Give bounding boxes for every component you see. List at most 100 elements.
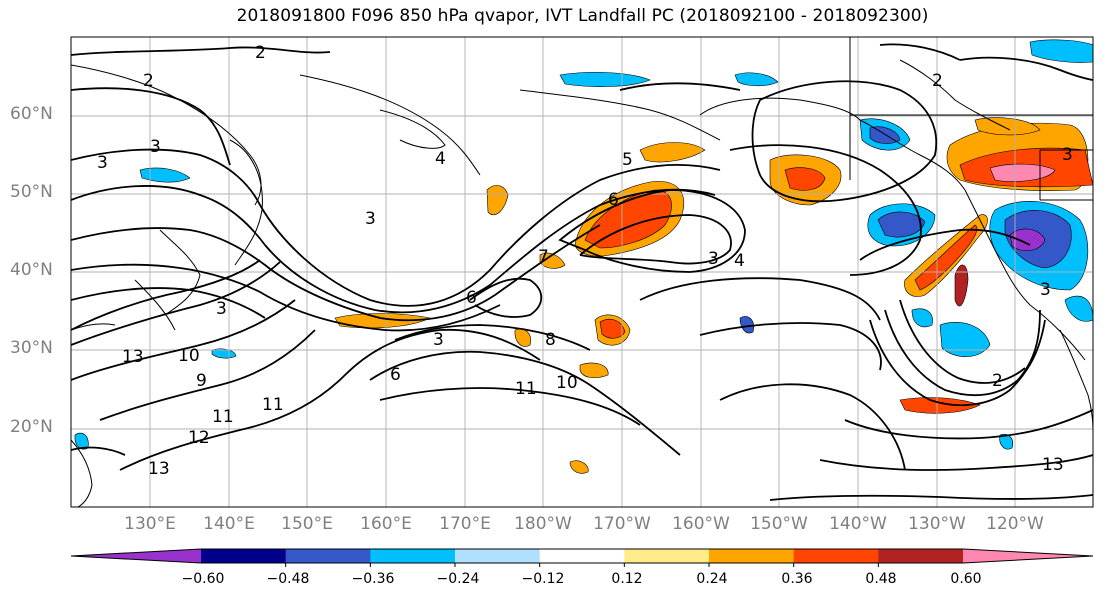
contour-label: 3 — [216, 299, 227, 319]
lon-label: 170°E — [439, 514, 491, 534]
positive-anomaly-patch — [569, 460, 589, 474]
negative-anomaly-patch — [877, 211, 926, 238]
colorbar-extend-low — [71, 549, 201, 563]
colorbar-tick-label: 0.12 — [611, 571, 643, 587]
contour-label: 3 — [433, 330, 444, 350]
lon-label: 170°W — [593, 514, 651, 534]
contour-label: 4 — [734, 251, 745, 271]
positive-anomaly-patch — [784, 167, 826, 191]
contour-label: 10 — [556, 373, 578, 393]
lon-label: 130°W — [908, 514, 966, 534]
negative-anomaly-patch — [1029, 39, 1093, 63]
contour-label: 8 — [545, 330, 556, 350]
contour-label: 6 — [608, 190, 619, 210]
lon-label: 150°W — [750, 514, 808, 534]
negative-anomaly-patch — [939, 322, 991, 357]
negative-anomaly-patch — [211, 348, 237, 359]
colorbar-segment — [878, 549, 964, 563]
colorbar-tick-label: 0.48 — [865, 571, 897, 587]
contour-label: 3 — [1062, 145, 1073, 165]
contour-label: 6 — [466, 288, 477, 308]
lon-label: 120°W — [986, 514, 1044, 534]
contour-label: 2 — [992, 371, 1003, 391]
lon-label: 180°W — [514, 514, 572, 534]
contour-label: 13 — [122, 347, 144, 367]
colorbar-segment — [624, 549, 710, 563]
lat-label: 40°N — [10, 260, 53, 280]
contour-label: 11 — [515, 379, 537, 399]
positive-anomaly-patch — [639, 142, 706, 163]
contour-label: 4 — [435, 149, 446, 169]
lon-label: 140°W — [829, 514, 887, 534]
colorbar-segments — [70, 548, 1094, 567]
contour-label: 2 — [932, 71, 943, 91]
colorbar-tick-label: 0.36 — [781, 571, 813, 587]
positive-anomaly-patch — [584, 189, 672, 249]
map-frame — [70, 36, 1094, 508]
contour-label: 11 — [212, 407, 234, 427]
colorbar-tick-label: 0.24 — [696, 571, 728, 587]
negative-anomaly-patch — [1009, 228, 1046, 252]
contour-label: 9 — [196, 371, 207, 391]
positive-anomaly-patch — [989, 163, 1056, 182]
positive-anomaly-patch — [486, 185, 509, 216]
positive-anomaly-patch — [579, 362, 609, 379]
lat-label: 60°N — [10, 104, 53, 124]
colorbar-extend-high — [963, 549, 1093, 563]
colorbar-segment — [201, 549, 287, 563]
negative-anomaly-patch — [1064, 295, 1093, 322]
contour-label: 13 — [148, 459, 170, 479]
colorbar-segment — [285, 549, 371, 563]
contour-label: 5 — [622, 150, 633, 170]
colorbar-tick-label: 0.60 — [950, 571, 982, 587]
contour-label: 2 — [143, 71, 154, 91]
negative-anomaly-patch — [911, 308, 933, 328]
ivt-contours — [71, 43, 1093, 501]
negative-anomaly-patch — [734, 72, 779, 87]
colorbar-tick-label: −0.12 — [521, 571, 565, 587]
lon-label: 160°E — [360, 514, 412, 534]
colorbar-segment — [455, 549, 541, 563]
colorbar-segment — [709, 549, 795, 563]
lat-label: 50°N — [10, 182, 53, 202]
contour-label: 2 — [255, 43, 266, 63]
contour-label: 3 — [97, 153, 108, 173]
lon-label: 160°W — [672, 514, 730, 534]
contour-label: 3 — [1040, 280, 1051, 300]
positive-anomaly-patch — [539, 252, 566, 269]
colorbar-outline — [70, 548, 1094, 564]
positive-anomaly-patch — [974, 117, 1041, 136]
positive-anomaly-patch — [599, 319, 626, 339]
contour-label: 10 — [178, 346, 200, 366]
contour-label: 12 — [188, 428, 210, 448]
map-title: 2018091800 F096 850 hPa qvapor, IVT Land… — [236, 6, 929, 26]
contour-label: 13 — [1042, 455, 1064, 475]
colorbar-tick-label: −0.36 — [351, 571, 395, 587]
contour-label: 11 — [262, 395, 284, 415]
colorbar-segment — [370, 549, 456, 563]
lon-label: 150°E — [281, 514, 333, 534]
lat-label: 20°N — [10, 417, 53, 437]
contour-label: 3 — [150, 137, 161, 157]
negative-anomaly-patch — [559, 71, 651, 87]
contour-labels: 2 2 2 3 3 3 3 3 3 3 3 4 4 5 6 6 6 7 8 9 … — [97, 43, 1073, 479]
positive-anomaly-patch — [954, 264, 969, 307]
contour-label: 6 — [390, 365, 401, 385]
positive-anomaly-patch — [914, 224, 978, 291]
colorbar-tick-label: −0.24 — [436, 571, 480, 587]
lon-label: 140°E — [203, 514, 255, 534]
lat-label: 30°N — [10, 338, 53, 358]
contour-label: 3 — [708, 249, 719, 269]
anomaly-shading — [74, 39, 1093, 474]
colorbar-tick-label: −0.48 — [266, 571, 310, 587]
map-content: 2 2 2 3 3 3 3 3 3 3 3 4 4 5 6 6 6 7 8 9 … — [71, 37, 1093, 507]
contour-label: 3 — [365, 209, 376, 229]
colorbar-tick-label: −0.60 — [181, 571, 225, 587]
colorbar-segment — [793, 549, 879, 563]
lon-label: 130°E — [124, 514, 176, 534]
negative-anomaly-patch — [739, 316, 754, 334]
colorbar-segment — [539, 549, 625, 563]
contour-label: 7 — [538, 247, 549, 267]
